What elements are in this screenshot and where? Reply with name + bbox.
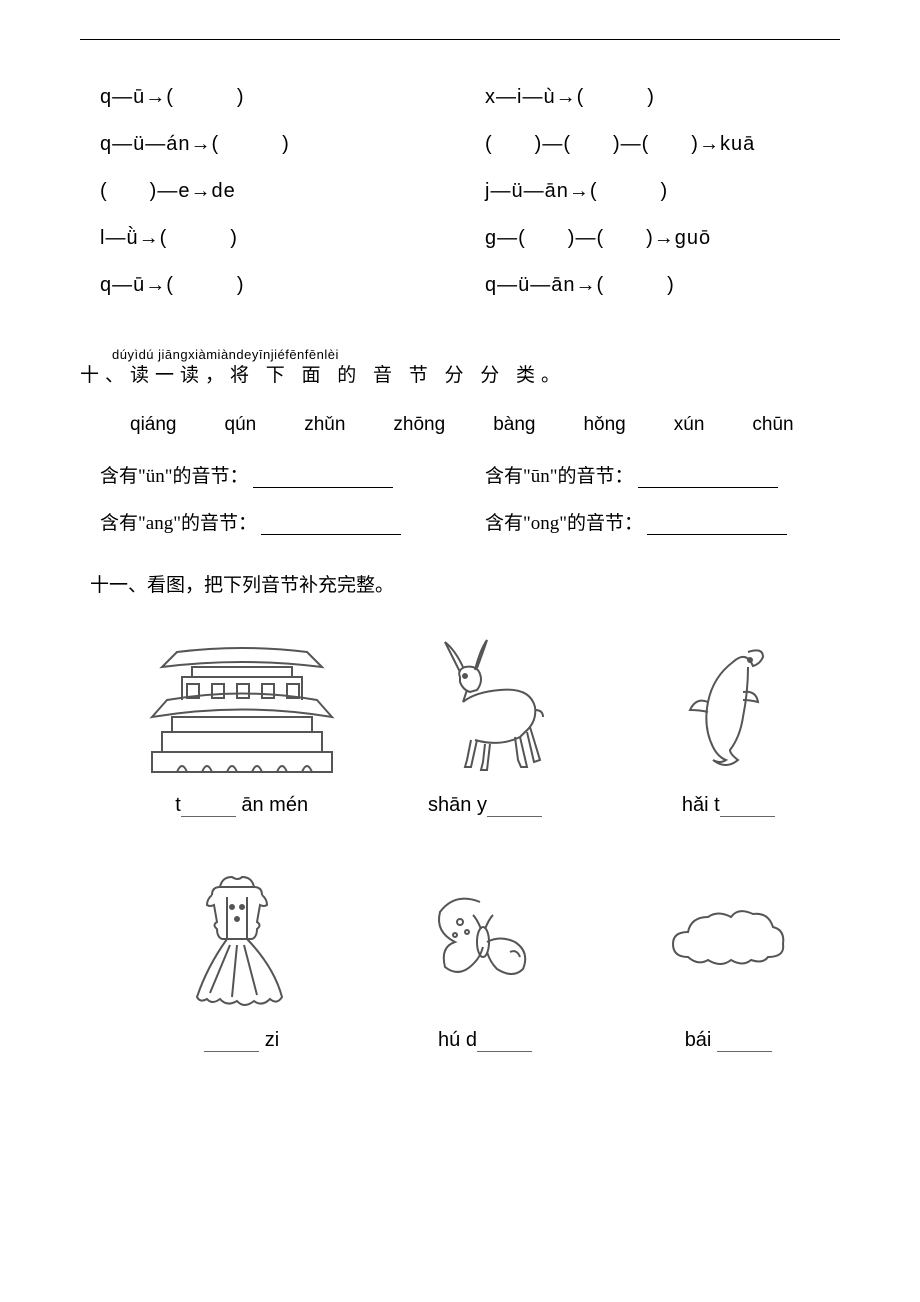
picture-label: zi [130,1029,353,1052]
syllable: zhōng [393,414,445,436]
section-10-ruby: dúyìdú jiāngxiàmiàndeyīnjiéfēnfēnlèi [112,347,840,364]
syllable: qiáng [130,414,177,436]
picture-label: bái [617,1029,840,1052]
answer-line [647,517,787,535]
pinyin-item: j—ü—ān→( ) [485,174,840,203]
answer-blank [487,801,542,817]
picture-label: shān y [373,794,596,817]
pinyin-item: ( )—e→de [100,174,455,203]
syllable: xún [674,414,705,436]
pinyin-item: x—i—ù→( ) [485,80,840,109]
syllable-list: qiáng qún zhǔn zhōng bàng hǒng xún chūn [80,414,840,436]
goat-icon [373,632,596,782]
syllable: qún [225,414,257,436]
pinyin-item: q—ū→( ) [100,80,455,109]
cloud-icon [617,867,840,1017]
classify-label: 含有"ūn"的音节： [485,466,634,487]
answer-line [261,517,401,535]
answer-line [253,470,393,488]
picture-item: hǎi t [617,632,840,817]
pinyin-item: q—ü—ān→( ) [485,268,840,297]
section-11-title: 十一、看图，把下列音节补充完整。 [80,570,840,597]
picture-label: hú d [373,1029,596,1052]
classify-label: 含有"ang"的音节： [100,513,257,534]
picture-item: zi [130,867,353,1052]
classify-label: 含有"ong"的音节： [485,513,643,534]
classify-label: 含有"ün"的音节： [100,466,249,487]
picture-item: shān y [373,632,596,817]
classify-item: 含有"ang"的音节： [100,508,455,535]
dolphin-icon [617,632,840,782]
syllable: bàng [493,414,535,436]
answer-blank [720,801,775,817]
section-10-han: 十、读一读，将 下 面 的 音 节 分 分 类。 [80,365,566,386]
page-header-rule [80,30,840,40]
answer-blank [204,1036,259,1052]
answer-blank [181,801,236,817]
syllable: chūn [752,414,793,436]
pinyin-item: ( )—( )—( )→kuā [485,127,840,156]
butterfly-icon [373,867,596,1017]
dress-icon [130,867,353,1017]
classify-grid: 含有"ün"的音节： 含有"ūn"的音节： 含有"ang"的音节： 含有"ong… [80,461,840,535]
section-10-title: dúyìdú jiāngxiàmiàndeyīnjiéfēnfēnlèi 十、读… [80,347,840,389]
classify-item: 含有"ün"的音节： [100,461,455,488]
picture-item: bái [617,867,840,1052]
pinyin-item: l—ǜ→( ) [100,221,455,250]
syllable: zhǔn [304,414,345,436]
picture-label: t ān mén [130,794,353,817]
classify-item: 含有"ūn"的音节： [485,461,840,488]
classify-item: 含有"ong"的音节： [485,508,840,535]
pinyin-item: q—ü—án→( ) [100,127,455,156]
pinyin-item: q—ū→( ) [100,268,455,297]
tiananmen-icon [130,632,353,782]
picture-item: hú d [373,867,596,1052]
answer-blank [717,1036,772,1052]
picture-item: t ān mén [130,632,353,817]
picture-label: hǎi t [617,794,840,817]
pinyin-combine-grid: q—ū→( ) x—i—ù→( ) q—ü—án→( ) ( )—( )—( )… [80,80,840,297]
picture-grid: t ān mén shān y [80,632,840,1052]
answer-blank [477,1036,532,1052]
syllable: hǒng [583,414,625,436]
pinyin-item: g—( )—( )→guō [485,221,840,250]
answer-line [638,470,778,488]
